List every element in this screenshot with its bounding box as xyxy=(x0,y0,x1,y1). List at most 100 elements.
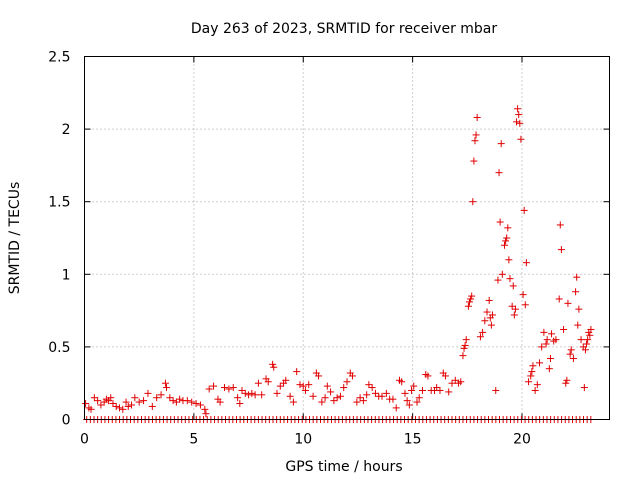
data-point xyxy=(236,400,244,408)
data-point xyxy=(301,386,309,394)
data-point xyxy=(336,392,344,400)
data-point xyxy=(496,218,504,226)
data-point xyxy=(216,398,224,406)
data-point xyxy=(476,333,484,341)
data-point xyxy=(258,391,266,399)
data-point xyxy=(536,359,543,367)
data-point xyxy=(569,355,577,363)
data-point xyxy=(359,397,367,405)
data-point xyxy=(531,386,539,394)
data-point xyxy=(163,384,171,392)
data-point xyxy=(135,398,143,406)
data-point xyxy=(276,382,284,390)
data-point xyxy=(505,256,513,264)
data-point xyxy=(584,336,592,344)
data-point xyxy=(87,405,95,413)
data-point xyxy=(94,397,102,405)
data-point xyxy=(410,382,418,390)
data-point xyxy=(510,311,518,319)
data-point xyxy=(269,360,277,368)
data-point xyxy=(516,119,524,127)
data-point xyxy=(282,376,290,384)
data-point xyxy=(264,378,272,386)
data-point xyxy=(520,206,528,214)
data-point xyxy=(538,343,546,351)
data-point xyxy=(548,330,556,338)
data-point xyxy=(188,398,196,406)
data-point xyxy=(401,389,409,397)
data-point xyxy=(481,317,489,325)
data-point xyxy=(371,389,379,397)
data-point xyxy=(270,363,278,371)
data-point xyxy=(508,302,516,310)
data-point xyxy=(577,336,585,344)
data-point xyxy=(415,394,423,402)
data-point xyxy=(408,386,416,394)
data-point xyxy=(97,401,105,409)
data-point xyxy=(445,388,453,396)
data-point xyxy=(238,386,246,394)
data-point xyxy=(234,394,242,402)
data-point xyxy=(122,398,130,406)
data-point xyxy=(109,400,117,408)
data-point xyxy=(529,362,537,370)
data-point xyxy=(542,340,550,348)
data-point xyxy=(241,389,249,397)
data-point xyxy=(564,299,572,307)
data-point xyxy=(473,113,481,121)
data-point xyxy=(527,372,535,380)
data-point xyxy=(519,291,527,299)
data-point xyxy=(472,131,480,139)
data-point xyxy=(254,379,262,387)
data-point xyxy=(107,394,115,402)
data-point xyxy=(540,328,548,336)
y-tick-label: 2.5 xyxy=(48,50,70,66)
y-tick-label: 1.5 xyxy=(48,195,70,211)
data-point xyxy=(563,376,571,384)
data-point xyxy=(513,118,521,126)
x-axis-label: GPS time / hours xyxy=(285,459,402,475)
data-point xyxy=(552,336,560,344)
data-point xyxy=(461,341,469,349)
data-point xyxy=(202,410,210,418)
data-point xyxy=(248,389,256,397)
data-point xyxy=(488,311,496,319)
data-point xyxy=(405,401,413,409)
data-point xyxy=(368,384,376,392)
data-point xyxy=(293,368,301,376)
data-point xyxy=(229,384,237,392)
data-point xyxy=(201,405,209,413)
data-point xyxy=(433,384,441,392)
data-point xyxy=(451,376,459,384)
data-point xyxy=(497,140,505,148)
data-point xyxy=(583,340,591,348)
data-point xyxy=(448,379,456,387)
data-point xyxy=(205,385,213,393)
data-point xyxy=(462,336,470,344)
data-point xyxy=(318,398,326,406)
data-point xyxy=(330,397,338,405)
data-point xyxy=(515,111,523,119)
data-point xyxy=(124,402,132,410)
data-point xyxy=(485,296,493,304)
data-point xyxy=(464,302,472,310)
data-point xyxy=(153,394,161,402)
y-tick-label: 2 xyxy=(62,122,71,138)
data-point xyxy=(586,331,594,339)
data-point xyxy=(562,379,570,387)
data-point xyxy=(492,386,500,394)
x-tick-label: 5 xyxy=(189,432,198,448)
data-point xyxy=(365,381,373,389)
data-point xyxy=(517,135,525,143)
data-point xyxy=(90,394,98,402)
data-point xyxy=(467,295,475,303)
data-point xyxy=(148,402,156,410)
data-point xyxy=(470,157,478,165)
data-point xyxy=(506,275,514,283)
data-point xyxy=(514,105,522,113)
data-point xyxy=(460,344,468,352)
axis-ticks xyxy=(84,56,610,420)
data-point xyxy=(161,379,169,387)
data-points xyxy=(82,105,595,423)
